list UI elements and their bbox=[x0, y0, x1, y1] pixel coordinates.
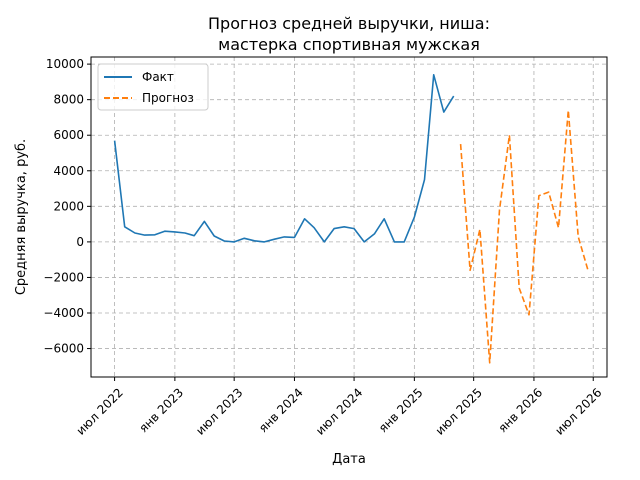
plot-frame bbox=[90, 56, 608, 378]
chart-title-line-1: Прогноз средней выручки, ниша: bbox=[208, 14, 490, 33]
y-tick-label: 6000 bbox=[53, 128, 84, 142]
y-tick-label: 10000 bbox=[46, 57, 84, 71]
series-line-forecast bbox=[459, 109, 589, 364]
y-tick-label: 4000 bbox=[53, 164, 84, 178]
legend-label-forecast: Прогноз bbox=[142, 91, 194, 105]
legend: Факт Прогноз bbox=[97, 63, 209, 111]
chart-title-line-2: мастерка спортивная мужская bbox=[218, 35, 480, 54]
y-tick-label: 0 bbox=[76, 235, 84, 249]
y-tick-label: 2000 bbox=[53, 199, 84, 213]
x-axis-label: Дата bbox=[332, 452, 366, 467]
y-tick-label: −6000 bbox=[43, 342, 84, 356]
legend-label-fact: Факт bbox=[142, 70, 174, 84]
plot-series bbox=[113, 74, 589, 364]
y-tick-label: 8000 bbox=[53, 93, 84, 107]
series-line-fact bbox=[113, 74, 455, 243]
y-axis-label: Средняя выручка, руб. bbox=[14, 139, 29, 295]
y-tick-label: −4000 bbox=[43, 306, 84, 320]
y-axis: −6000 −4000 −2000 0 2000 4000 6000 8000 10000 bbox=[43, 57, 91, 356]
y-tick-label: −2000 bbox=[43, 270, 84, 284]
